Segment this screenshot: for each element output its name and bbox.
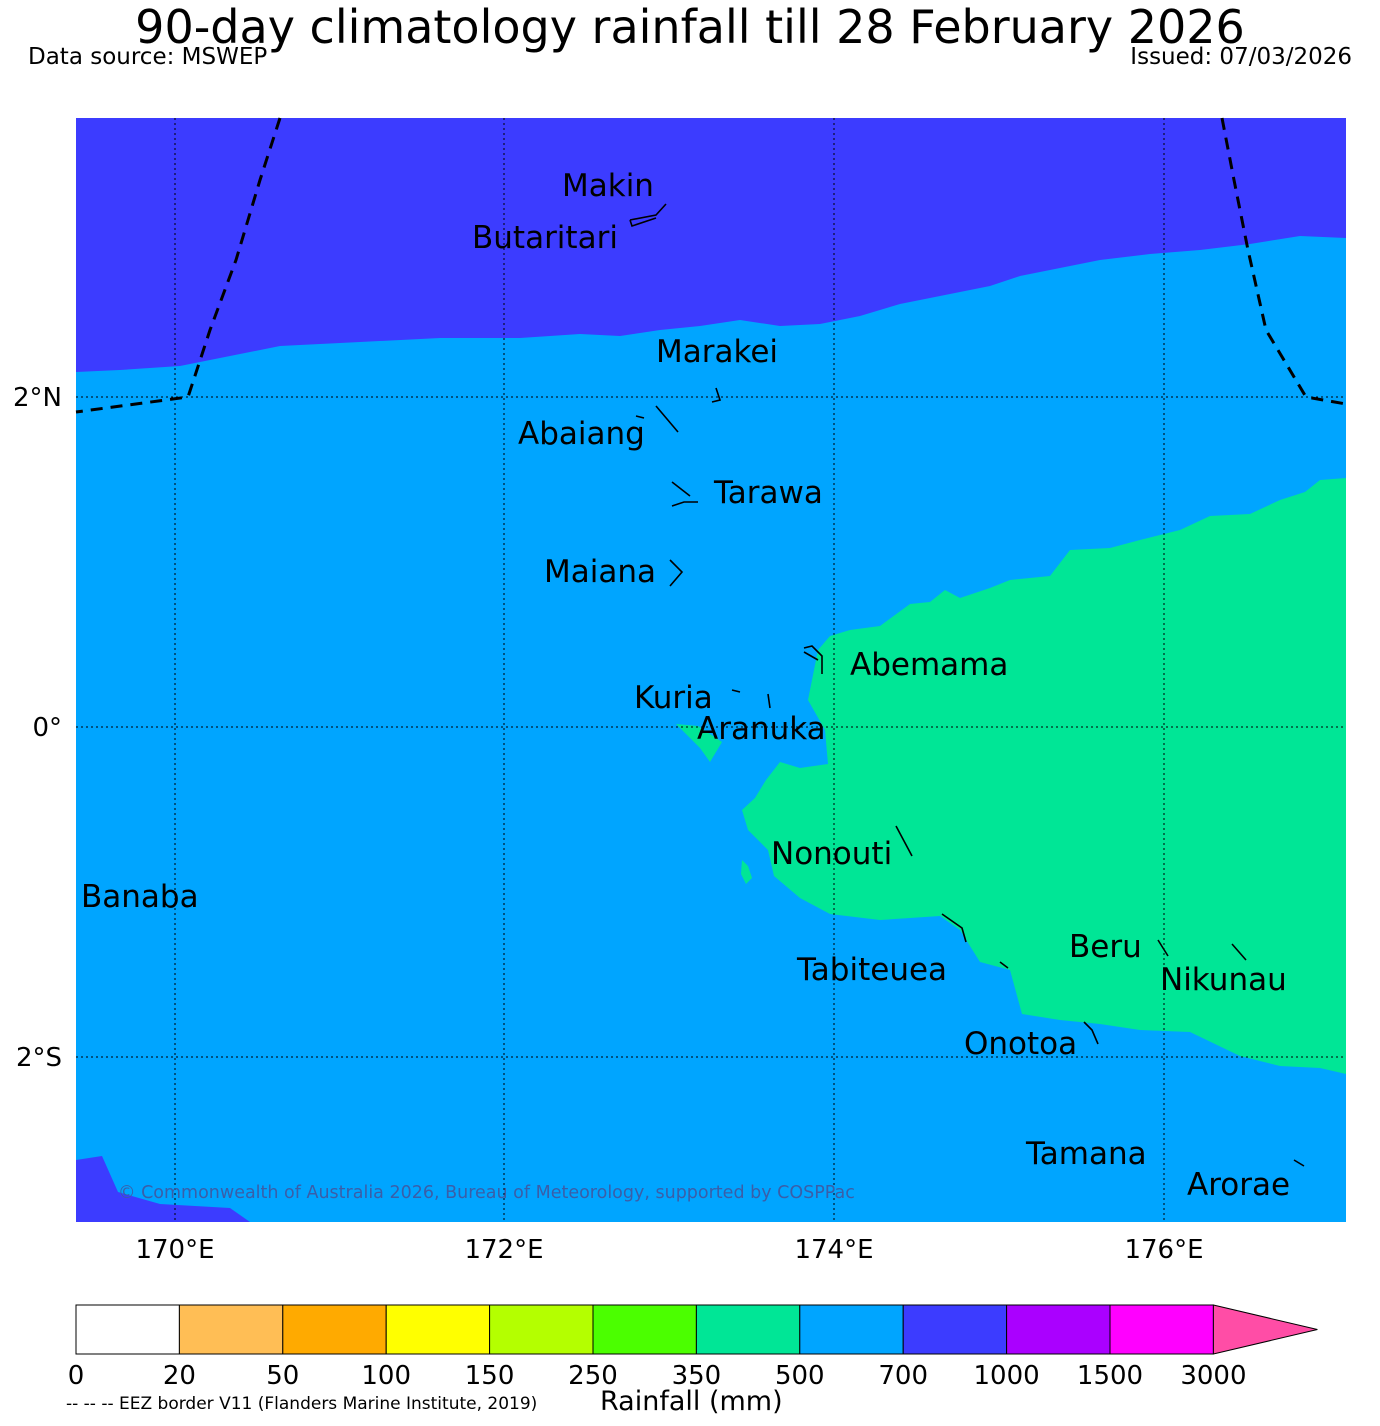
copyright-text: © Commonwealth of Australia 2026, Bureau…	[118, 1183, 855, 1203]
island-label-kuria: Kuria	[634, 680, 713, 716]
zone-350-500-islet	[676, 724, 722, 762]
island-label-tarawa: Tarawa	[713, 475, 823, 511]
colorbar-segment	[1109, 1304, 1214, 1355]
eez-borders	[75, 117, 1347, 414]
colorbar-segment	[799, 1304, 904, 1355]
island-label-marakei: Marakei	[656, 334, 778, 370]
colorbar-tick-label: 250	[568, 1361, 618, 1391]
colorbar-label: Rainfall (mm)	[600, 1386, 783, 1417]
colorbar-tick-label: 100	[361, 1361, 411, 1391]
y-tick-0: 0°	[32, 713, 62, 743]
colorbar-tick-label: 50	[266, 1361, 299, 1391]
island-label-maiana: Maiana	[544, 554, 656, 590]
island-label-onotoa: Onotoa	[964, 1026, 1077, 1062]
x-tick-174e: 174°E	[794, 1235, 873, 1265]
colorbar	[75, 1304, 1318, 1355]
island-label-nikunau: Nikunau	[1160, 962, 1287, 998]
x-tick-170e: 170°E	[135, 1235, 214, 1265]
map-title: 90-day climatology rainfall till 28 Febr…	[135, 0, 1245, 54]
colorbar-tick-label: 1000	[974, 1361, 1040, 1391]
colorbar-segment	[385, 1304, 491, 1355]
eez-legend-note: -- -- -- EEZ border V11 (Flanders Marine…	[66, 1394, 538, 1414]
colorbar-segment	[902, 1304, 1008, 1355]
colorbar-segment	[282, 1304, 387, 1355]
colorbar-segment	[489, 1304, 594, 1355]
island-label-tabiteuea: Tabiteuea	[796, 952, 947, 988]
zone-350-500	[742, 478, 1346, 1074]
y-tick-2n: 2°N	[13, 383, 62, 413]
gridlines	[76, 118, 1346, 1222]
zone-350-500-islet-2	[741, 860, 752, 884]
colorbar-segment	[75, 1304, 180, 1355]
data-source: Data source: MSWEP	[28, 44, 268, 70]
x-tick-176e: 176°E	[1124, 1235, 1203, 1265]
colorbar-tick-label: 0	[68, 1361, 85, 1391]
island-label-banaba: Banaba	[81, 879, 199, 915]
island-label-abaiang: Abaiang	[518, 416, 645, 452]
y-tick-2s: 2°S	[16, 1043, 62, 1073]
island-label-nonouti: Nonouti	[771, 836, 892, 872]
colorbar-tick-label: 20	[163, 1361, 196, 1391]
island-label-butaritari: Butaritari	[472, 220, 618, 256]
colorbar-extension	[1212, 1304, 1318, 1355]
island-label-abemama: Abemama	[850, 647, 1008, 683]
colorbar-tick-label: 150	[465, 1361, 515, 1391]
colorbar-segment	[1006, 1304, 1111, 1355]
island-label-beru: Beru	[1069, 929, 1142, 965]
x-tick-172e: 172°E	[464, 1235, 543, 1265]
colorbar-tick-label: 700	[878, 1361, 928, 1391]
colorbar-tick-label: 3000	[1180, 1361, 1246, 1391]
zone-700-1000-north	[76, 118, 1346, 372]
island-label-tamana: Tamana	[1025, 1136, 1147, 1172]
colorbar-tick-label: 1500	[1077, 1361, 1143, 1391]
colorbar-tick-label: 500	[775, 1361, 825, 1391]
island-outlines	[629, 203, 1305, 1167]
colorbar-tick-label: 350	[672, 1361, 722, 1391]
issued-date: Issued: 07/03/2026	[1130, 44, 1352, 70]
zone-700-1000-southwest	[76, 1156, 250, 1222]
island-label-makin: Makin	[562, 168, 654, 204]
island-label-arorae: Arorae	[1187, 1167, 1290, 1203]
colorbar-segment	[695, 1304, 801, 1355]
colorbar-segment	[178, 1304, 284, 1355]
island-label-aranuka: Aranuka	[697, 711, 826, 747]
colorbar-segment	[592, 1304, 697, 1355]
